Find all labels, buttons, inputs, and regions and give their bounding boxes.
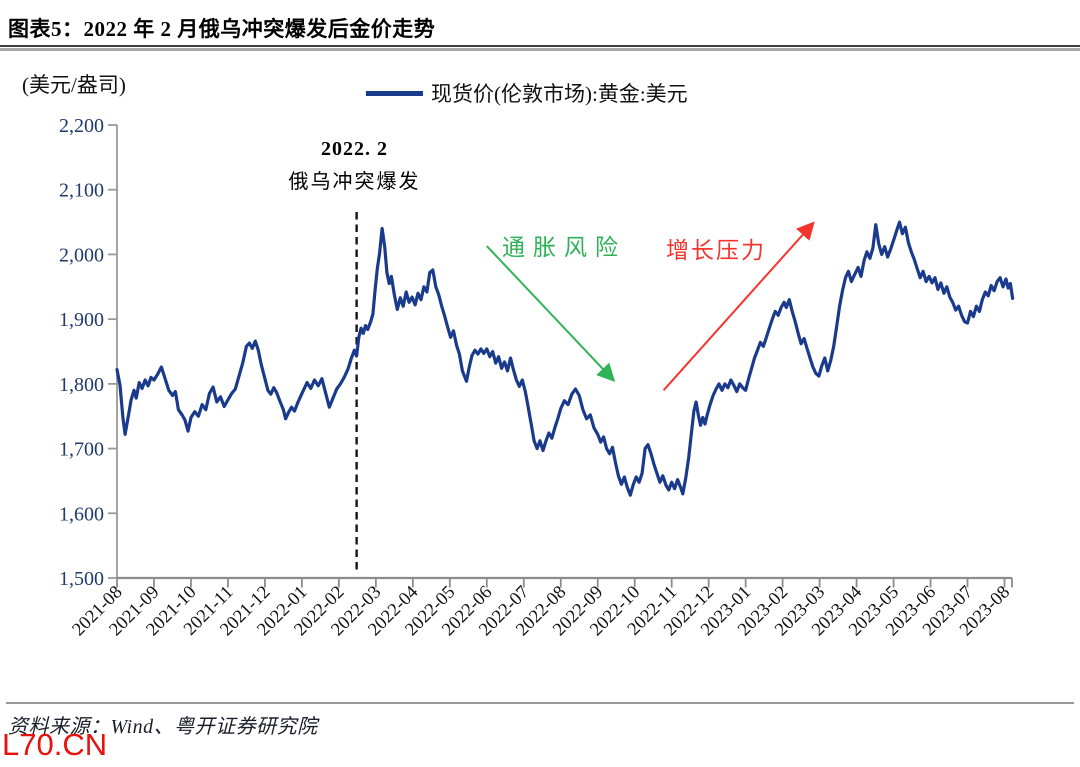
y-tick-label: 1,800 [59,374,104,396]
y-tick-label: 2,200 [59,115,104,137]
y-tick-label: 2,100 [59,180,104,202]
y-tick-label: 1,600 [59,503,104,525]
y-axis-unit-label: (美元/盎司) [22,73,126,97]
event-annotation-date: 2022. 2 [321,138,388,160]
event-annotation: 2022. 2 俄乌冲突爆发 [262,138,447,194]
y-tick-label: 1,500 [59,568,104,590]
growth-pressure-label: 增长压力 [666,238,766,263]
legend-series-label: 现货价(伦敦市场):黄金:美元 [431,82,688,106]
title-underline-gray [0,48,1080,51]
event-annotation-text: 俄乌冲突爆发 [288,171,421,193]
legend-line-swatch [366,90,423,96]
price-line [115,220,1015,497]
watermark-text: L70.CN [2,727,108,762]
footer-divider [6,702,1074,704]
y-tick-label: 1,900 [59,309,104,331]
inflation-risk-label: 通胀风险 [502,235,626,260]
figure-title: 图表5：2022 年 2 月俄乌冲突爆发后金价走势 [8,17,436,41]
chart-legend: 现货价(伦敦市场):黄金:美元 [366,80,688,106]
y-tick-label: 1,700 [59,439,104,461]
growth-pressure-arrow [662,221,815,391]
data-source-note: 资料来源：Wind、粤开证券研究院 [8,716,318,738]
inflation-risk-arrow [486,245,616,382]
title-underline-dark [0,45,1080,47]
y-tick-label: 2,000 [59,244,104,266]
